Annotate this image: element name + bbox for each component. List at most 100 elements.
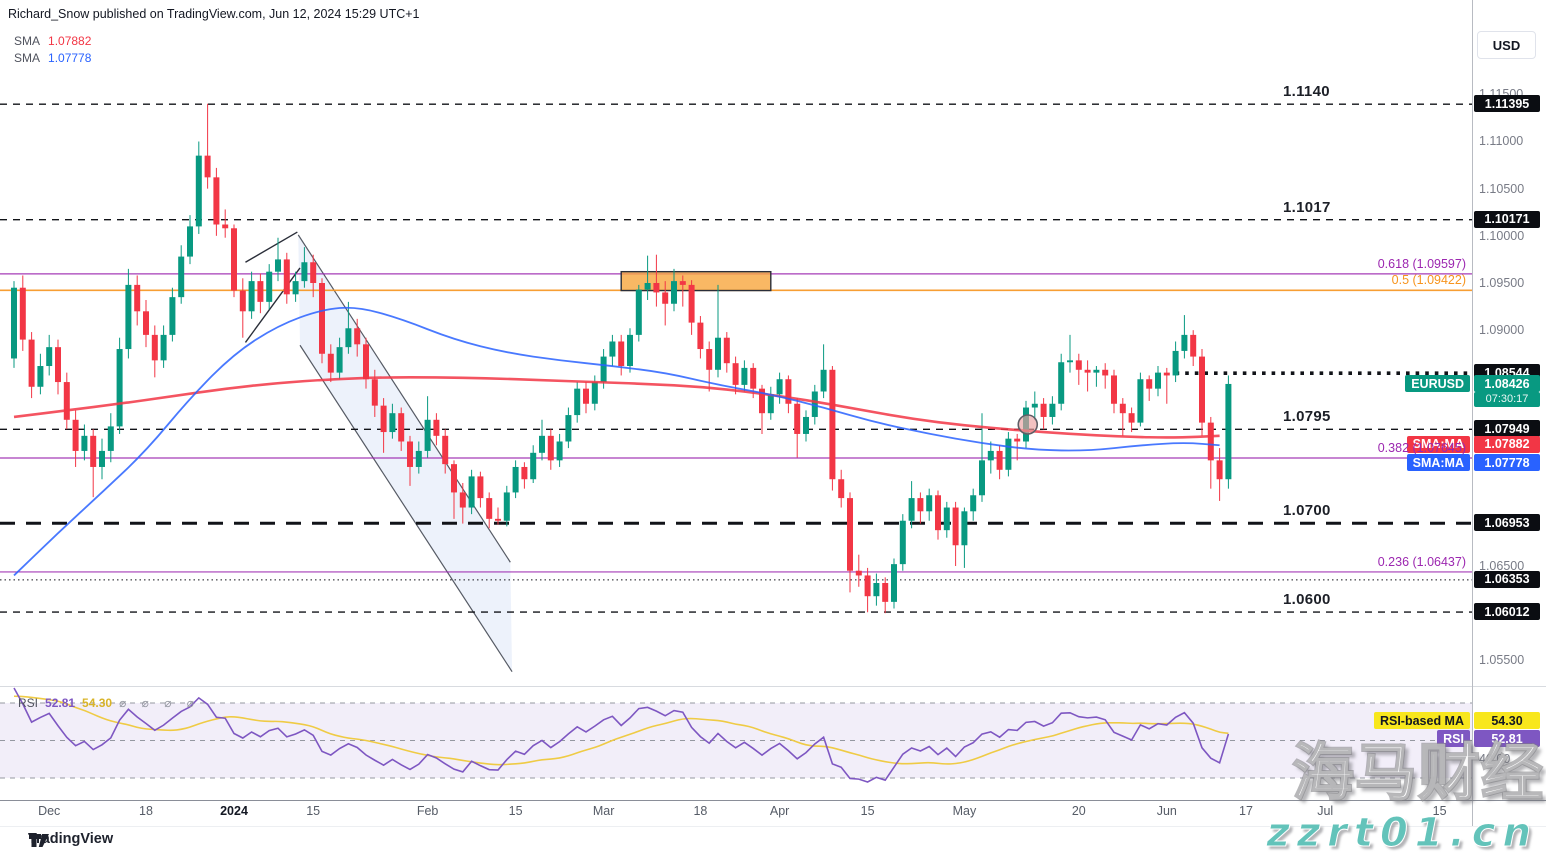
price-scale-label: 54.30 [1474,712,1540,730]
price-scale-tick: 1.06500 [1479,559,1525,574]
candle [257,273,264,314]
candle [926,488,933,521]
candle [556,433,563,467]
channel-upper-line[interactable] [297,234,511,563]
candle [1031,391,1038,420]
price-scale-border [1472,0,1473,826]
price-scale-label: 1.06012 [1474,603,1540,621]
sma-legend-row-1[interactable]: SMA 1.07882 [14,34,91,48]
candle [697,316,704,359]
candle [1172,341,1179,383]
candle [415,441,422,474]
sma-value-blue: 1.07778 [48,51,92,65]
candle [55,339,61,395]
sma-fast-line[interactable] [13,306,1220,577]
flag-trendline[interactable] [245,231,298,263]
sma-slow-line[interactable] [13,376,1220,439]
candle [204,103,211,189]
candle [151,325,158,378]
rsi-ma-line[interactable] [13,695,1229,766]
time-axis-label: Dec [38,804,61,818]
candle [574,382,581,423]
pane-separator[interactable] [0,686,1546,687]
channel-lower-line[interactable] [299,344,513,673]
flag-trendline[interactable] [244,267,301,343]
candle [829,366,836,491]
circle-annotation[interactable] [1017,414,1039,435]
price-scale-tick: 1.10000 [1479,228,1525,243]
candle [1058,353,1065,411]
candle [292,271,299,302]
candle [1181,315,1188,359]
candle [908,481,915,529]
candle [107,413,114,463]
level-price-label: 1.1017 [1283,198,1331,216]
candle [785,375,792,414]
candle [627,328,633,373]
price-pane[interactable] [0,103,1472,673]
candle [943,501,950,538]
time-axis-label: 15 [860,804,875,818]
candle [380,398,387,453]
price-scale-label: 1.08426 [1474,375,1540,393]
candle [882,577,889,614]
price-scale-label: 1.07882 [1474,435,1540,453]
candle [187,215,193,265]
candle [855,554,862,587]
rsi-legend[interactable]: RSI 52.81 54.30 ⌀ ⌀ ⌀ ⌀ [18,696,200,710]
rsi-tag: RSI [1437,730,1470,748]
sma-legend-row-2[interactable]: SMA 1.07778 [14,51,91,65]
candle [442,429,449,474]
candle [46,334,53,376]
tradingview-logo-icon [29,834,49,847]
time-axis-label: 15 [306,804,321,818]
candle [644,255,651,300]
tradingview-brand-link[interactable]: TradingView [28,831,113,847]
candle [1040,398,1047,430]
supply-zone-box[interactable] [620,270,772,292]
candle [99,438,105,480]
candle [266,264,273,310]
candle [433,413,440,446]
candle [671,268,677,312]
candle [1190,330,1197,367]
candle [618,334,625,376]
candle [1207,416,1214,489]
rsi-pane[interactable] [0,687,1472,783]
rsi-line[interactable] [13,687,1230,783]
currency-toggle-button[interactable]: USD [1477,31,1536,59]
time-axis-label: 18 [139,804,153,818]
candle [1225,375,1232,489]
candle [547,429,554,470]
time-axis-label: 15 [1432,804,1447,818]
candle [407,435,413,486]
publish-title: Richard_Snow published on TradingView.co… [8,7,420,21]
descending-channel-fill[interactable] [298,234,513,672]
candle [803,410,809,442]
level-price-label: 1.0600 [1283,591,1331,609]
candle [63,372,70,430]
candle [503,485,510,527]
candle [327,344,334,383]
sma-ma-tag: SMA:MA [1406,435,1470,453]
candle [723,332,730,373]
candle [820,344,827,399]
sma-label: SMA [14,34,41,48]
tradingview-brand-text: TradingView [28,831,114,847]
candle [11,281,17,368]
level-price-label: 1.0795 [1283,408,1331,426]
time-axis-label: Apr [769,804,790,818]
rsi-legend-action-icons[interactable]: ⌀ ⌀ ⌀ ⌀ [119,696,200,710]
candle [891,558,897,609]
sma-value-red: 1.07882 [48,34,92,48]
price-scale-tick: 40.00 [1479,752,1511,767]
candle [195,141,202,234]
candle [935,490,941,540]
candle [767,386,774,420]
candle [81,424,88,461]
level-price-label: 1.1140 [1283,83,1330,101]
candle [1093,366,1100,387]
candle [125,268,132,359]
